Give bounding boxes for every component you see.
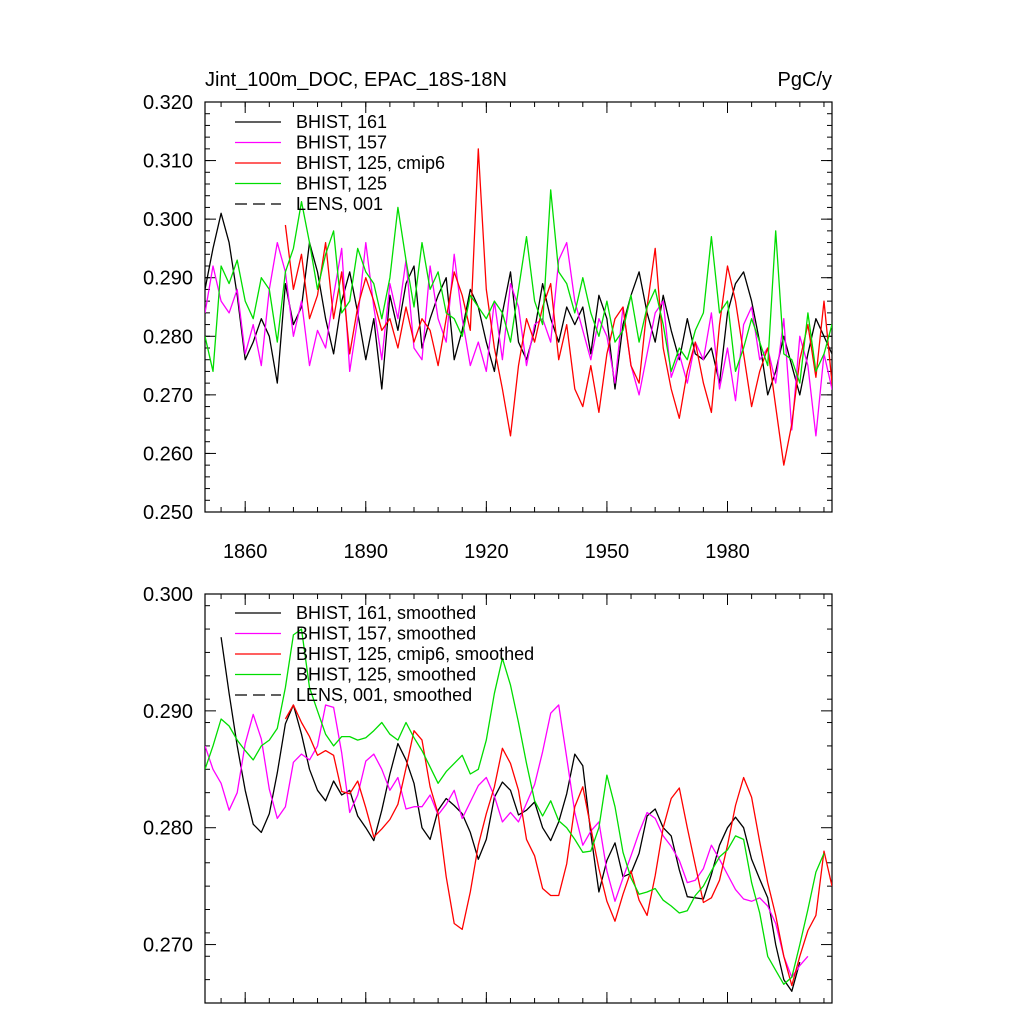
series-line-4 [205, 189, 832, 384]
legend-entry: BHIST, 125 [296, 174, 387, 194]
y-tick-label: 0.300 [143, 209, 193, 231]
series-line-2 [205, 704, 809, 978]
y-tick-label: 0.250 [143, 502, 193, 524]
series-group [205, 628, 832, 992]
y-tick-label: 0.290 [143, 268, 193, 290]
units-label: PgC/y [778, 69, 832, 91]
x-tick-label: 1890 [344, 541, 389, 563]
series-group [205, 148, 832, 466]
y-tick-label: 0.300 [143, 584, 193, 606]
chart-title: Jint_100m_DOC, EPAC_18S-18N [205, 69, 507, 91]
legend-entry: BHIST, 125, smoothed [296, 665, 476, 685]
bottom-panel: 0.270 0.280 0.290 0.300 BHIST, 161, smoothed… [143, 584, 833, 1004]
series-line-2 [205, 241, 832, 437]
legend-entry: BHIST, 161, smoothed [296, 603, 476, 623]
x-tick-label: 1950 [585, 541, 630, 563]
plot-frame [204, 593, 833, 1004]
legend-entry: BHIST, 125, cmip6 [296, 153, 445, 173]
y-tick-label: 0.290 [143, 701, 193, 723]
series-line-4 [205, 628, 825, 985]
series-line-1 [220, 637, 801, 992]
legend-entry: BHIST, 125, cmip6, smoothed [296, 644, 534, 664]
legend-entry: BHIST, 157 [296, 133, 387, 153]
legend-entry: LENS, 001 [296, 194, 383, 214]
series-line-3 [284, 704, 832, 987]
legend-entry: LENS, 001, smoothed [296, 685, 472, 705]
y-tick-label: 0.320 [143, 92, 193, 114]
top-panel: Jint_100m_DOC, EPAC_18S-18N PgC/y 0.250 0.2… [143, 69, 833, 563]
x-tick-label: 1860 [223, 541, 268, 563]
plot-frame [204, 101, 833, 513]
legend-entry: BHIST, 161 [296, 112, 387, 132]
y-tick-label: 0.270 [143, 935, 193, 957]
x-tick-label: 1980 [705, 541, 750, 563]
y-tick-label: 0.310 [143, 151, 193, 173]
y-tick-label: 0.270 [143, 385, 193, 407]
y-tick-label: 0.280 [143, 818, 193, 840]
x-tick-label: 1920 [464, 541, 509, 563]
legend-entry: BHIST, 157, smoothed [296, 624, 476, 644]
y-tick-label: 0.260 [143, 443, 193, 465]
series-line-3 [284, 148, 832, 466]
y-tick-label: 0.280 [143, 326, 193, 348]
